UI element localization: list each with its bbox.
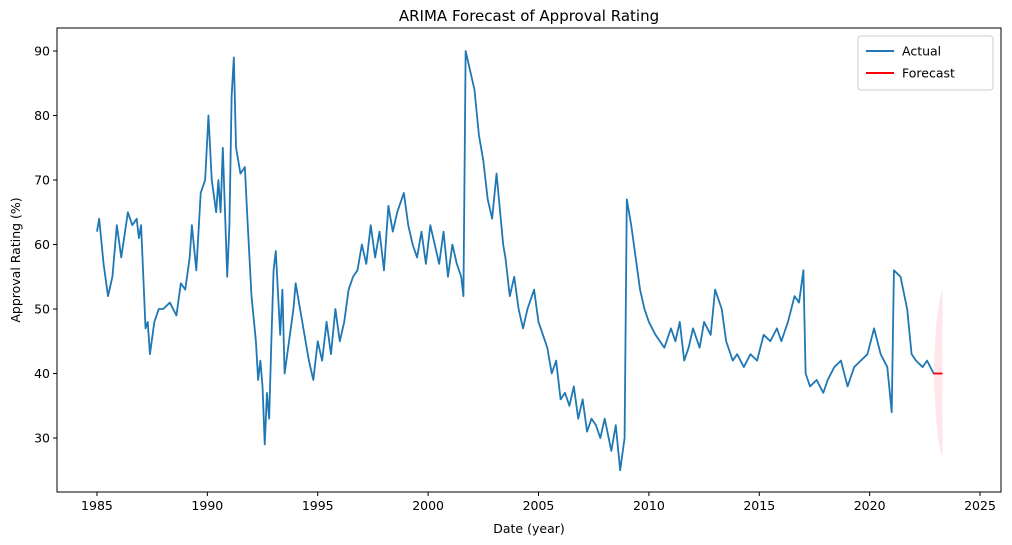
x-tick-label: 2010 [633,498,665,513]
legend-label: Forecast [902,66,955,81]
y-tick-label: 70 [34,173,50,188]
legend: Actual Forecast [857,35,994,91]
legend-box [857,35,994,91]
x-tick-label: 2015 [743,498,775,513]
x-tick-label: 1995 [302,498,334,513]
y-tick-label: 90 [34,44,50,59]
plot-frame [56,27,1002,493]
x-tick-label: 1990 [191,498,223,513]
y-axis-label: Approval Rating (%) [8,197,23,322]
y-tick-label: 80 [34,108,50,123]
y-tick-label: 60 [34,237,50,252]
legend-label: Actual [902,44,941,59]
x-tick-label: 1985 [81,498,113,513]
x-tick-label: 2025 [964,498,996,513]
y-tick-label: 50 [34,302,50,317]
y-tick-label: 40 [34,366,50,381]
chart-title: ARIMA Forecast of Approval Rating [399,7,659,25]
x-tick-label: 2005 [523,498,555,513]
x-tick-label: 2000 [412,498,444,513]
x-axis-label: Date (year) [493,521,565,536]
y-tick-label: 30 [34,431,50,446]
x-tick-label: 2020 [854,498,886,513]
line [96,50,936,472]
